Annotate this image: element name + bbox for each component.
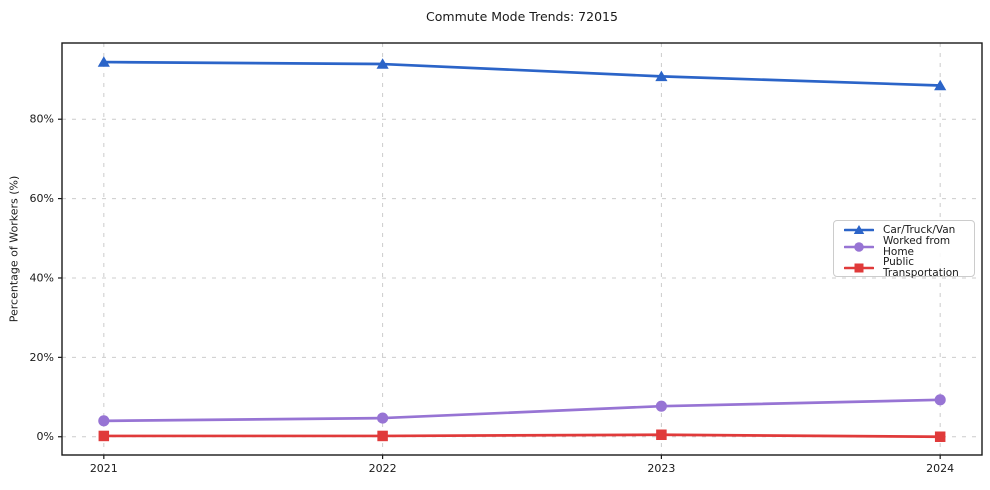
- legend-label: Car/Truck/Van: [883, 223, 956, 236]
- chart-title: Commute Mode Trends: 72015: [426, 9, 618, 24]
- data-point-square: [934, 431, 946, 442]
- series-line: [102, 60, 942, 87]
- legend-item-worked-from-home: Worked from Home: [834, 236, 974, 257]
- data-point-circle: [98, 415, 110, 427]
- data-point-square: [98, 430, 110, 442]
- y-tick-label: 20%: [30, 351, 54, 364]
- data-point-circle: [854, 241, 864, 252]
- data-point-circle: [934, 394, 946, 406]
- x-tick-label: 2021: [90, 462, 118, 475]
- legend-swatch-worked-from-home-icon: [844, 241, 874, 252]
- data-point-triangle: [853, 225, 865, 235]
- legend-label: Worked from Home: [883, 235, 951, 258]
- legend-swatch-car-truck-van-icon: [844, 225, 874, 235]
- data-point-triangle: [376, 58, 389, 69]
- x-tick-label: 2024: [926, 462, 954, 475]
- data-point-triangle: [655, 70, 668, 82]
- series-line: [102, 433, 942, 439]
- data-point-triangle: [934, 79, 947, 91]
- data-point-circle: [655, 400, 667, 412]
- legend: Car/Truck/Van Worked from Home Public Tr…: [833, 220, 975, 278]
- legend-item-public-transportation: Public Transportation: [834, 257, 974, 278]
- x-tick-label: 2022: [369, 462, 397, 475]
- legend-swatch-public-transportation-icon: [844, 263, 874, 272]
- y-tick-label: 40%: [30, 271, 54, 284]
- y-tick-label: 0%: [37, 430, 54, 443]
- data-point-triangle: [97, 56, 110, 67]
- data-point-square: [656, 429, 667, 441]
- data-point-square: [854, 263, 864, 272]
- y-tick-label: 60%: [30, 192, 54, 205]
- data-point-circle: [377, 412, 389, 424]
- data-point-square: [377, 430, 388, 442]
- y-tick-label: 80%: [30, 113, 54, 126]
- series-line: [102, 398, 942, 423]
- legend-item-car-truck-van: Car/Truck/Van: [834, 224, 974, 236]
- x-tick-label: 2023: [647, 462, 675, 475]
- axes-frame: [61, 42, 983, 456]
- legend-label: Public Transportation: [883, 256, 959, 279]
